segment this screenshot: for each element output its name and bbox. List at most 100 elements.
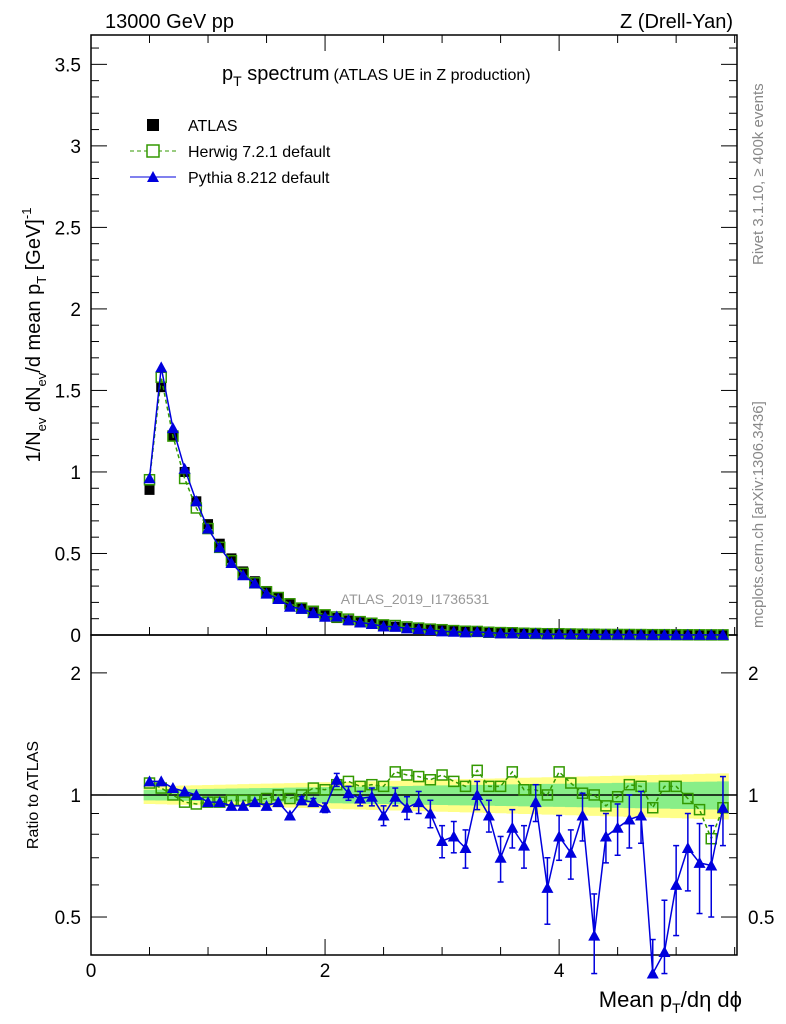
y-tick-label: 3.5 [55, 55, 81, 76]
pythia-point [424, 624, 437, 636]
pythia-point [330, 610, 343, 622]
herwig-ratio-point [553, 766, 565, 778]
pythia-ratio-point [143, 775, 156, 787]
pythia-ratio-point [471, 788, 484, 800]
x-tick-label: 0 [86, 961, 97, 982]
pythia-point [365, 618, 378, 630]
pythia-ratio-point [213, 796, 226, 808]
pythia-ratio-point [599, 830, 612, 842]
pythia-point [471, 625, 484, 637]
pythia-point [342, 614, 355, 626]
pythia-point [506, 627, 519, 639]
pythia-point [400, 622, 413, 634]
herwig-ratio-point [611, 790, 624, 803]
y-tick-label: 1.5 [55, 381, 81, 402]
top-left-label: 13000 GeV pp [105, 11, 234, 33]
pythia-ratio-point [190, 788, 203, 800]
pythia-point [248, 577, 261, 589]
pythia-point [459, 626, 472, 638]
legend-label: Herwig 7.2.1 default [188, 144, 331, 161]
ratio-tick-label: 0.5 [55, 908, 81, 929]
pythia-ratio-point [529, 796, 542, 808]
pythia-point [166, 422, 179, 434]
pythia-point [518, 627, 531, 639]
pythia-point [377, 620, 390, 632]
pythia-point [576, 628, 589, 640]
pythia-ratio-point [541, 881, 554, 893]
pythia-ratio-point [681, 841, 694, 853]
pythia-point [623, 628, 636, 640]
herwig-ratio-point [471, 764, 483, 777]
pythia-ratio-point [716, 801, 729, 813]
top-right-label: Z (Drell-Yan) [620, 11, 733, 33]
x-axis-label: Mean pT/dη dϕ [599, 987, 742, 1016]
herwig-ratio-point [401, 769, 413, 781]
pythia-ratio-point [611, 821, 624, 833]
herwig-ratio-point [319, 783, 331, 796]
herwig-ratio-point [307, 782, 320, 794]
pythia-point [225, 556, 238, 568]
pythia-ratio-point [155, 775, 168, 787]
herwig-ratio-point [448, 775, 460, 788]
herwig-ratio-point [483, 780, 495, 793]
pythia-ratio-point [178, 785, 191, 797]
pythia-ratio-point [424, 807, 437, 819]
pythia-point [599, 628, 612, 640]
pythia-ratio-point [658, 945, 671, 957]
pythia-ratio-point [693, 856, 706, 868]
pythia-point [354, 616, 367, 628]
pythia-ratio-point [436, 834, 449, 846]
herwig-ratio-point [682, 792, 694, 805]
y-tick-label: 0 [70, 626, 81, 647]
pythia-ratio-point [412, 796, 425, 808]
y-tick-label: 2.5 [55, 218, 81, 239]
pythia-point [283, 600, 296, 612]
herwig-ratio-point [412, 770, 425, 783]
pythia-point [646, 628, 659, 640]
herwig-ratio-point [541, 789, 554, 801]
pythia-point [436, 625, 449, 637]
x-tick-label: 4 [554, 961, 565, 982]
y-tick-label: 2 [70, 300, 81, 321]
pythia-ratio-point [248, 796, 261, 808]
legend-label: ATLAS [188, 118, 238, 135]
pythia-ratio-point [576, 809, 589, 821]
pythia-ratio-point [553, 830, 566, 842]
pythia-ratio-point [330, 773, 343, 785]
pythia-ratio-point [354, 792, 367, 804]
legend-pythia-marker [147, 171, 159, 182]
herwig-ratio-point [506, 766, 519, 778]
pythia-ratio-point [564, 846, 577, 858]
ratio-tick-label-right: 2 [748, 664, 759, 685]
herwig-ratio-point [284, 792, 296, 805]
pythia-point [658, 628, 671, 640]
pythia-ratio-point [646, 967, 659, 979]
watermark: ATLAS_2019_I1736531 [341, 591, 490, 607]
pythia-point [143, 472, 156, 484]
pythia-point [541, 628, 554, 640]
herwig-ratio-point [565, 777, 577, 789]
herwig-ratio-point [658, 780, 671, 793]
pythia-point [564, 628, 577, 640]
pythia-point [412, 623, 425, 635]
herwig-ratio-point [588, 789, 600, 801]
pythia-point [494, 627, 507, 639]
ratio-tick-label-right: 0.5 [748, 908, 774, 929]
pythia-point [389, 620, 402, 632]
pythia-point [588, 628, 601, 640]
pythia-ratio-point [365, 790, 378, 802]
pythia-ratio-point [342, 787, 355, 799]
y-axis-label: 1/Nev dNev/d mean pT [GeV]-1 [19, 208, 49, 463]
herwig-ratio-point [424, 774, 437, 786]
pythia-ratio-point [482, 809, 495, 821]
pythia-ratio-point [389, 790, 402, 802]
chart-title: pT spectrum (ATLAS UE in Z production) [222, 63, 531, 89]
pythia-ratio-point [202, 796, 215, 808]
herwig-ratio-point [646, 801, 659, 814]
pythia-ratio-point [670, 878, 683, 890]
y-tick-label: 1 [70, 463, 81, 484]
pythia-point [237, 569, 250, 581]
herwig-ratio-point [494, 780, 507, 793]
pythia-ratio-point [494, 851, 507, 863]
